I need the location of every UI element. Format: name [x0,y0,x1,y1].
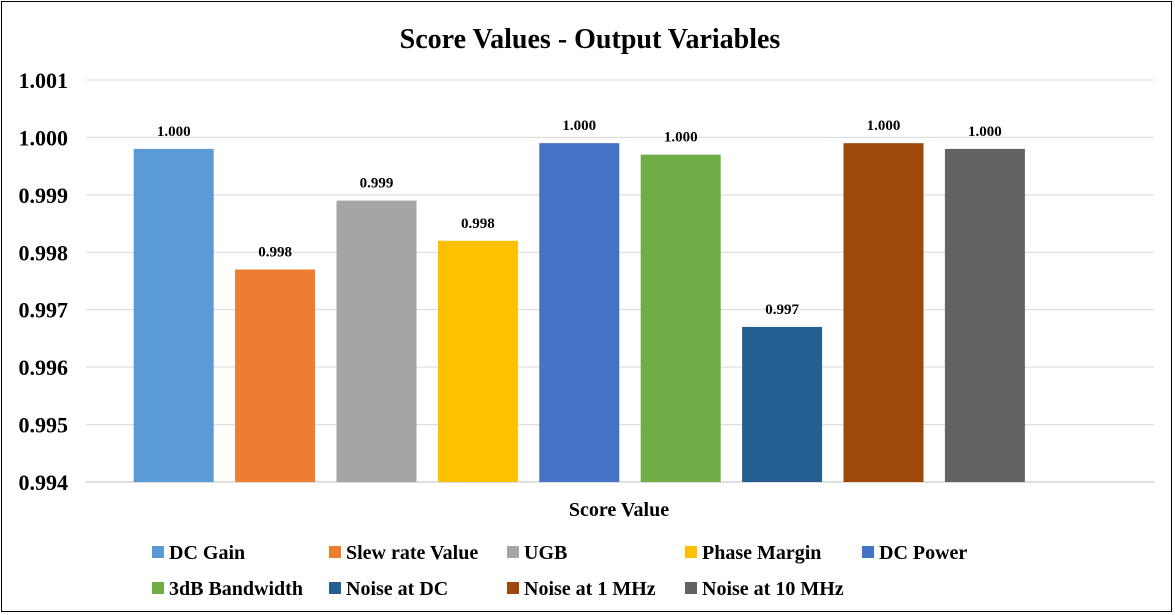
legend-swatch [685,546,697,558]
y-tick-label: 1.001 [19,68,69,93]
bar-3db-bandwidth [640,154,721,482]
x-axis-label: Score Value [569,499,669,521]
y-tick-label: 0.998 [19,240,69,265]
legend: DC Gain Slew rate Value UGB Phase Margin DC … [152,542,967,600]
data-label: 0.998 [461,216,495,232]
legend-entry: DC Gain [169,542,245,564]
data-label: 0.999 [360,176,394,192]
legend-swatch [507,582,519,594]
bar-ugb [336,200,417,482]
bar-noise-at-1-mhz [843,143,924,482]
data-label: 0.998 [258,245,292,261]
data-label: 1.000 [562,118,596,134]
y-tick-label: 0.999 [19,183,69,208]
data-label: 1.000 [867,118,901,134]
data-label: 1.000 [664,130,698,146]
legend-entry: DC Power [879,542,967,564]
legend-entry: Phase Margin [702,542,821,564]
bar-dc-gain [133,148,214,482]
legend-swatch [685,582,697,594]
legend-entry: Noise at DC [346,578,448,600]
y-tick-label: 0.995 [19,413,69,438]
bar-slew-rate-value [235,269,316,482]
legend-entry: UGB [524,542,567,564]
data-label: 1.000 [157,124,191,140]
legend-swatch [862,546,874,558]
legend-swatch [152,546,164,558]
data-label: 1.000 [968,124,1002,140]
legend-entry: 3dB Bandwidth [169,578,303,600]
legend-entry: Noise at 10 MHz [702,578,844,600]
data-label: 0.997 [765,302,799,318]
y-axis-ticks: 0.994 0.995 0.996 0.997 0.998 0.999 1.000 1.001 [19,68,69,495]
legend-entry: Noise at 1 MHz [524,578,656,600]
bars [133,143,1025,482]
legend-swatch [329,546,341,558]
legend-entry: Slew rate Value [346,542,478,564]
bar-dc-power [539,143,620,482]
bar-phase-margin [437,240,518,482]
chart-title: Score Values - Output Variables [400,24,781,55]
legend-swatch [507,546,519,558]
y-tick-label: 0.994 [19,470,69,495]
y-tick-label: 0.996 [19,355,69,380]
y-tick-label: 1.000 [19,125,69,150]
legend-swatch [152,582,164,594]
legend-swatch [329,582,341,594]
bar-noise-at-10-mhz [944,148,1025,482]
bar-noise-at-dc [742,326,823,482]
data-labels: 1.000 0.998 0.999 0.998 1.000 1.000 0.997 1.000… [157,118,1002,318]
y-tick-label: 0.997 [19,298,69,323]
